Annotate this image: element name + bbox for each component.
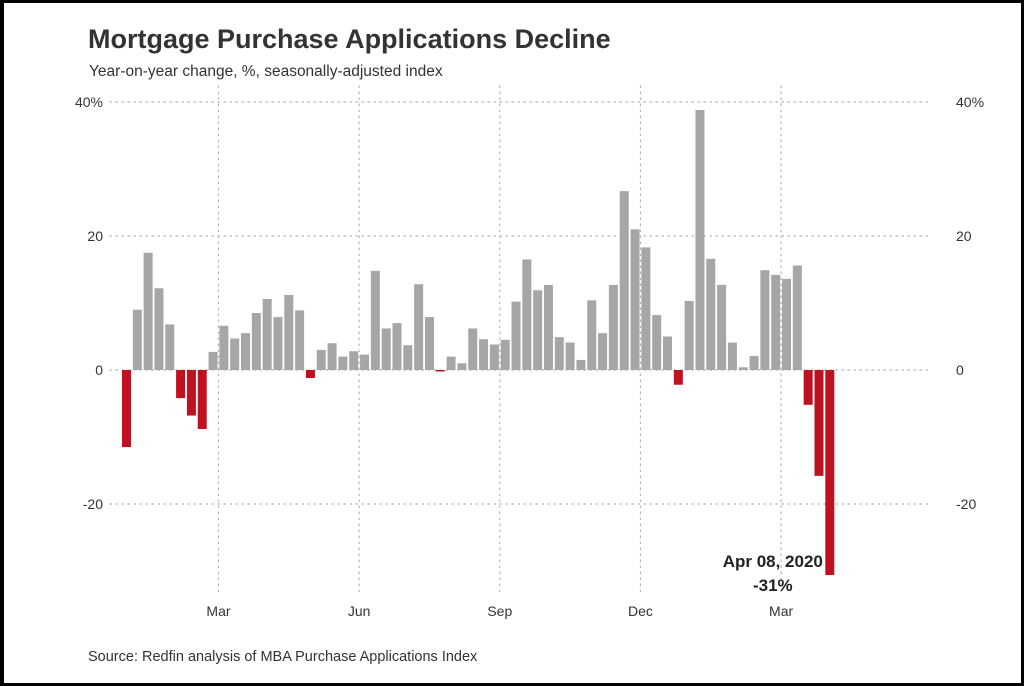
bar	[424, 317, 434, 370]
bar	[316, 349, 326, 370]
bar	[241, 333, 251, 370]
bar	[349, 351, 359, 370]
bar	[370, 270, 380, 370]
bar	[760, 270, 770, 370]
bar	[327, 343, 337, 370]
bar	[782, 278, 792, 370]
bar	[468, 328, 478, 370]
bar	[435, 370, 445, 372]
x-tick-label: Sep	[487, 603, 512, 619]
bar	[186, 370, 196, 416]
bar	[630, 229, 640, 370]
bar	[262, 298, 272, 370]
bar	[500, 339, 510, 370]
annotation-date: Apr 08, 2020	[723, 552, 823, 571]
bar	[695, 110, 705, 370]
x-tick-label: Jun	[348, 603, 371, 619]
bar	[543, 284, 553, 370]
bar	[673, 370, 683, 385]
bar	[208, 351, 218, 370]
bar	[727, 342, 737, 370]
annotation-value: -31%	[753, 576, 793, 595]
bar	[381, 328, 391, 370]
bar	[403, 345, 413, 370]
bar	[706, 258, 716, 370]
bar	[414, 284, 424, 370]
y-tick-label-left: 20	[87, 228, 103, 244]
bar	[295, 310, 305, 370]
bar	[641, 247, 651, 370]
bar	[219, 325, 229, 370]
bar	[576, 359, 586, 370]
bar	[619, 191, 629, 370]
chart-title: Mortgage Purchase Applications Decline	[88, 24, 611, 54]
bar	[284, 294, 294, 370]
bar	[663, 336, 672, 370]
bar	[554, 337, 564, 370]
bar	[803, 370, 813, 405]
bar	[522, 259, 532, 370]
bar	[587, 300, 597, 370]
bar	[360, 354, 370, 370]
bar	[598, 333, 608, 370]
bar	[792, 265, 802, 370]
bar	[738, 367, 748, 370]
bar	[479, 339, 489, 370]
y-tick-label-right: 40%	[956, 94, 984, 110]
bar	[176, 370, 186, 399]
bar	[652, 315, 662, 370]
bar	[251, 313, 261, 370]
x-tick-label: Mar	[206, 603, 230, 619]
bar	[771, 274, 781, 370]
bar	[684, 300, 694, 370]
bar	[446, 356, 456, 370]
y-tick-label-right: -20	[956, 496, 976, 512]
tick-labels: 40% 40% 20 20 0 0 -20 -20 Mar Jun Sep Dec Mar	[75, 94, 984, 619]
bar	[814, 370, 824, 476]
bar	[825, 370, 835, 576]
bar	[565, 342, 575, 370]
annotations: Apr 08, 2020 -31%	[723, 552, 823, 595]
chart-subtitle: Year-on-year change, %, seasonally-adjus…	[89, 63, 443, 80]
y-tick-label-left: -20	[83, 496, 103, 512]
bar	[533, 290, 543, 370]
bar	[197, 370, 207, 429]
bar	[392, 323, 402, 370]
bars	[122, 110, 835, 576]
bar	[165, 324, 175, 370]
y-tick-label-left: 40%	[75, 94, 103, 110]
bar	[511, 301, 521, 370]
x-tick-label: Dec	[628, 603, 653, 619]
bar	[338, 356, 348, 370]
bar	[132, 309, 142, 370]
x-tick-label: Mar	[769, 603, 793, 619]
bar	[305, 370, 315, 379]
bar	[273, 317, 283, 370]
bar	[749, 355, 759, 370]
y-tick-label-right: 0	[956, 362, 964, 378]
bar	[489, 344, 499, 370]
bar	[143, 252, 153, 370]
bar	[457, 363, 467, 370]
chart-caption: Source: Redfin analysis of MBA Purchase …	[88, 649, 478, 665]
bar	[122, 370, 131, 448]
bar	[154, 288, 164, 370]
bar	[608, 284, 618, 370]
y-tick-label-right: 20	[956, 228, 972, 244]
bar	[717, 284, 727, 370]
y-tick-label-left: 0	[95, 362, 103, 378]
bar	[230, 338, 240, 370]
